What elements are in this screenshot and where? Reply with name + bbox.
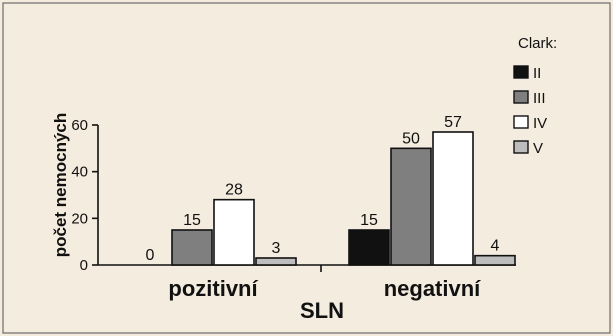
legend-swatch [513,140,529,154]
bar-value-label: 3 [272,240,281,257]
y-tick-label: 40 [71,164,88,181]
category-label: negativní [384,276,481,301]
bars [171,131,516,266]
bar-value-label: 57 [444,114,462,131]
legend-label: IV [533,115,547,132]
legend-title: Clark: [518,35,557,52]
category-labels: pozitivní negativní [168,276,481,301]
value-labels: 0 15 15 50 28 57 3 4 [146,114,500,264]
bar-value-label: 15 [183,212,201,229]
bar [255,257,297,266]
x-axis-title: SLN [300,298,344,323]
category-label: pozitivní [168,276,258,301]
legend-label: III [533,90,546,107]
y-tick-label: 0 [80,257,88,274]
legend-label: V [533,140,543,157]
bar [390,147,432,266]
bar [171,229,213,266]
y-ticks: 0 20 40 60 [71,117,98,274]
legend-swatch [513,115,529,129]
bar-value-label: 4 [491,238,500,255]
legend-swatch [513,65,529,79]
legend-swatch [513,90,529,104]
bar [432,131,474,266]
bar-value-label: 28 [225,182,243,199]
y-axis-title: počet nemocných [51,113,70,258]
y-tick-label: 60 [71,117,88,134]
bar [474,254,516,266]
bar [213,198,255,266]
bar-value-label: 50 [402,130,420,147]
bar-value-label: 15 [360,212,378,229]
bar-value-label: 0 [146,247,155,264]
y-tick-label: 20 [71,210,88,227]
legend-label: II [533,65,541,82]
bar [348,229,390,266]
